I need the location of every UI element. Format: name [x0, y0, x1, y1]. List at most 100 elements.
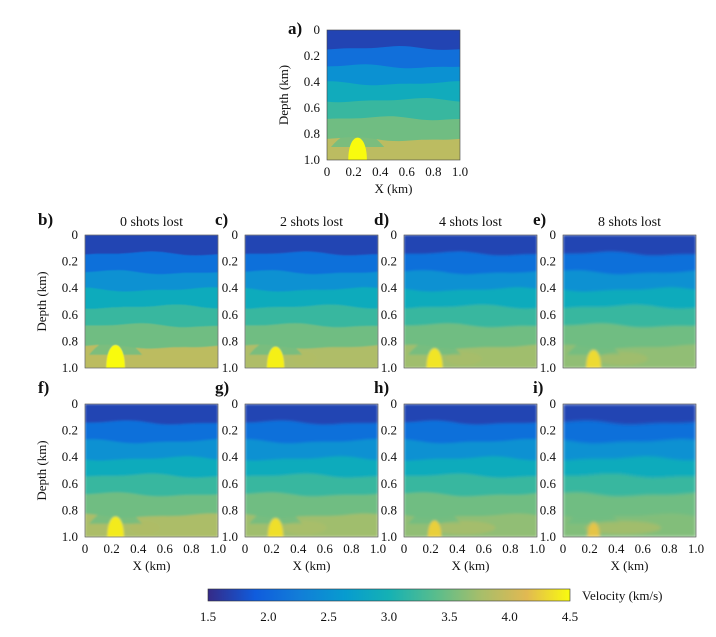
smear-region [293, 352, 317, 366]
y-tick-label: 1.0 [540, 360, 556, 375]
panel-letter: e) [533, 210, 546, 229]
y-tick-label: 0 [314, 22, 321, 37]
x-tick-label: 1.0 [688, 541, 704, 556]
x-axis-label: X (km) [293, 558, 331, 573]
y-axis-label: Depth (km) [34, 440, 49, 500]
x-tick-label: 0.4 [130, 541, 147, 556]
velocity-anomaly [348, 137, 367, 160]
velocity-anomaly [426, 348, 443, 368]
x-tick-label: 0.6 [157, 541, 174, 556]
colorbar-tick-label: 2.5 [321, 609, 337, 624]
y-tick-label: 0.2 [62, 423, 78, 438]
y-tick-label: 0 [72, 396, 79, 411]
x-tick-label: 0.8 [183, 541, 199, 556]
panel-letter: c) [215, 210, 228, 229]
y-tick-label: 0.8 [540, 502, 556, 517]
y-tick-label: 0.6 [304, 100, 321, 115]
colorbar-tick-label: 4.5 [562, 609, 578, 624]
colorbar-tick-label: 2.0 [260, 609, 276, 624]
panel-frame [403, 234, 538, 369]
anomaly-halo [248, 507, 303, 524]
y-tick-label: 0.6 [381, 307, 398, 322]
x-tick-label: 0.2 [263, 541, 279, 556]
y-tick-label: 1.0 [222, 529, 238, 544]
velocity-anomaly [587, 522, 600, 537]
x-tick-label: 0.4 [608, 541, 625, 556]
y-tick-label: 1.0 [304, 152, 320, 167]
panel-c [244, 234, 379, 369]
anomaly-halo [407, 507, 462, 524]
x-tick-label: 0 [242, 541, 249, 556]
y-tick-label: 0.4 [381, 280, 398, 295]
x-tick-label: 0 [324, 164, 331, 179]
y-axis-label: Depth (km) [34, 271, 49, 331]
y-tick-label: 0.8 [381, 333, 397, 348]
anomaly-halo [88, 507, 143, 524]
y-tick-label: 0 [232, 396, 239, 411]
x-tick-label: 0.4 [449, 541, 466, 556]
y-tick-label: 0.2 [62, 254, 78, 269]
x-tick-label: 0.6 [399, 164, 416, 179]
x-tick-label: 1.0 [452, 164, 468, 179]
x-axis-label: X (km) [611, 558, 649, 573]
x-tick-label: 0.4 [290, 541, 307, 556]
panel-frame [403, 403, 538, 538]
y-tick-label: 1.0 [62, 360, 78, 375]
panel-letter: g) [215, 378, 229, 397]
y-tick-label: 1.0 [540, 529, 556, 544]
x-tick-label: 0.2 [422, 541, 438, 556]
velocity-anomaly [107, 516, 124, 537]
x-tick-label: 1.0 [529, 541, 545, 556]
colorbar-tick-label: 4.0 [502, 609, 518, 624]
panel-frame [244, 234, 379, 369]
y-tick-label: 1.0 [381, 529, 397, 544]
y-tick-label: 0 [550, 227, 557, 242]
velocity-anomaly [106, 345, 125, 368]
x-tick-label: 0.4 [372, 164, 389, 179]
x-axis-label: X (km) [133, 558, 171, 573]
y-tick-label: 0.4 [540, 280, 557, 295]
y-tick-label: 0.2 [540, 254, 556, 269]
y-tick-label: 0 [232, 227, 239, 242]
x-tick-label: 0.6 [476, 541, 493, 556]
y-tick-label: 0.2 [222, 254, 238, 269]
y-tick-label: 0.4 [62, 280, 79, 295]
y-tick-label: 0.2 [540, 423, 556, 438]
y-tick-label: 0.8 [304, 126, 320, 141]
x-tick-label: 0.8 [661, 541, 677, 556]
x-tick-label: 0.6 [635, 541, 652, 556]
panel-e [562, 234, 697, 369]
colorbar [207, 588, 571, 602]
y-tick-label: 0.4 [304, 74, 321, 89]
panel-letter: b) [38, 210, 53, 229]
y-tick-label: 0.4 [62, 449, 79, 464]
y-tick-label: 0.6 [381, 476, 398, 491]
panel-frame [562, 403, 697, 538]
colorbar-tick-label: 3.5 [441, 609, 457, 624]
x-tick-label: 0.8 [502, 541, 518, 556]
panel-frame [562, 234, 697, 369]
x-tick-label: 0.2 [103, 541, 119, 556]
x-tick-label: 0.8 [425, 164, 441, 179]
panel-h [403, 403, 538, 538]
velocity-anomaly [586, 349, 601, 368]
y-tick-label: 0.6 [222, 307, 239, 322]
y-tick-label: 0.2 [222, 423, 238, 438]
panel-d [403, 234, 538, 369]
y-tick-label: 0.6 [540, 476, 557, 491]
x-tick-label: 0 [401, 541, 408, 556]
x-axis-label: X (km) [452, 558, 490, 573]
y-tick-label: 0.2 [304, 48, 320, 63]
panel-frame [84, 234, 219, 369]
y-tick-label: 0.8 [222, 333, 238, 348]
panel-title: 2 shots lost [280, 215, 343, 230]
smear-region [584, 521, 662, 535]
anomaly-halo [566, 507, 621, 524]
anomaly-halo [407, 338, 462, 355]
y-tick-label: 0.8 [222, 502, 238, 517]
y-tick-label: 0.6 [222, 476, 239, 491]
panel-title: 4 shots lost [439, 215, 502, 230]
x-tick-label: 1.0 [210, 541, 226, 556]
